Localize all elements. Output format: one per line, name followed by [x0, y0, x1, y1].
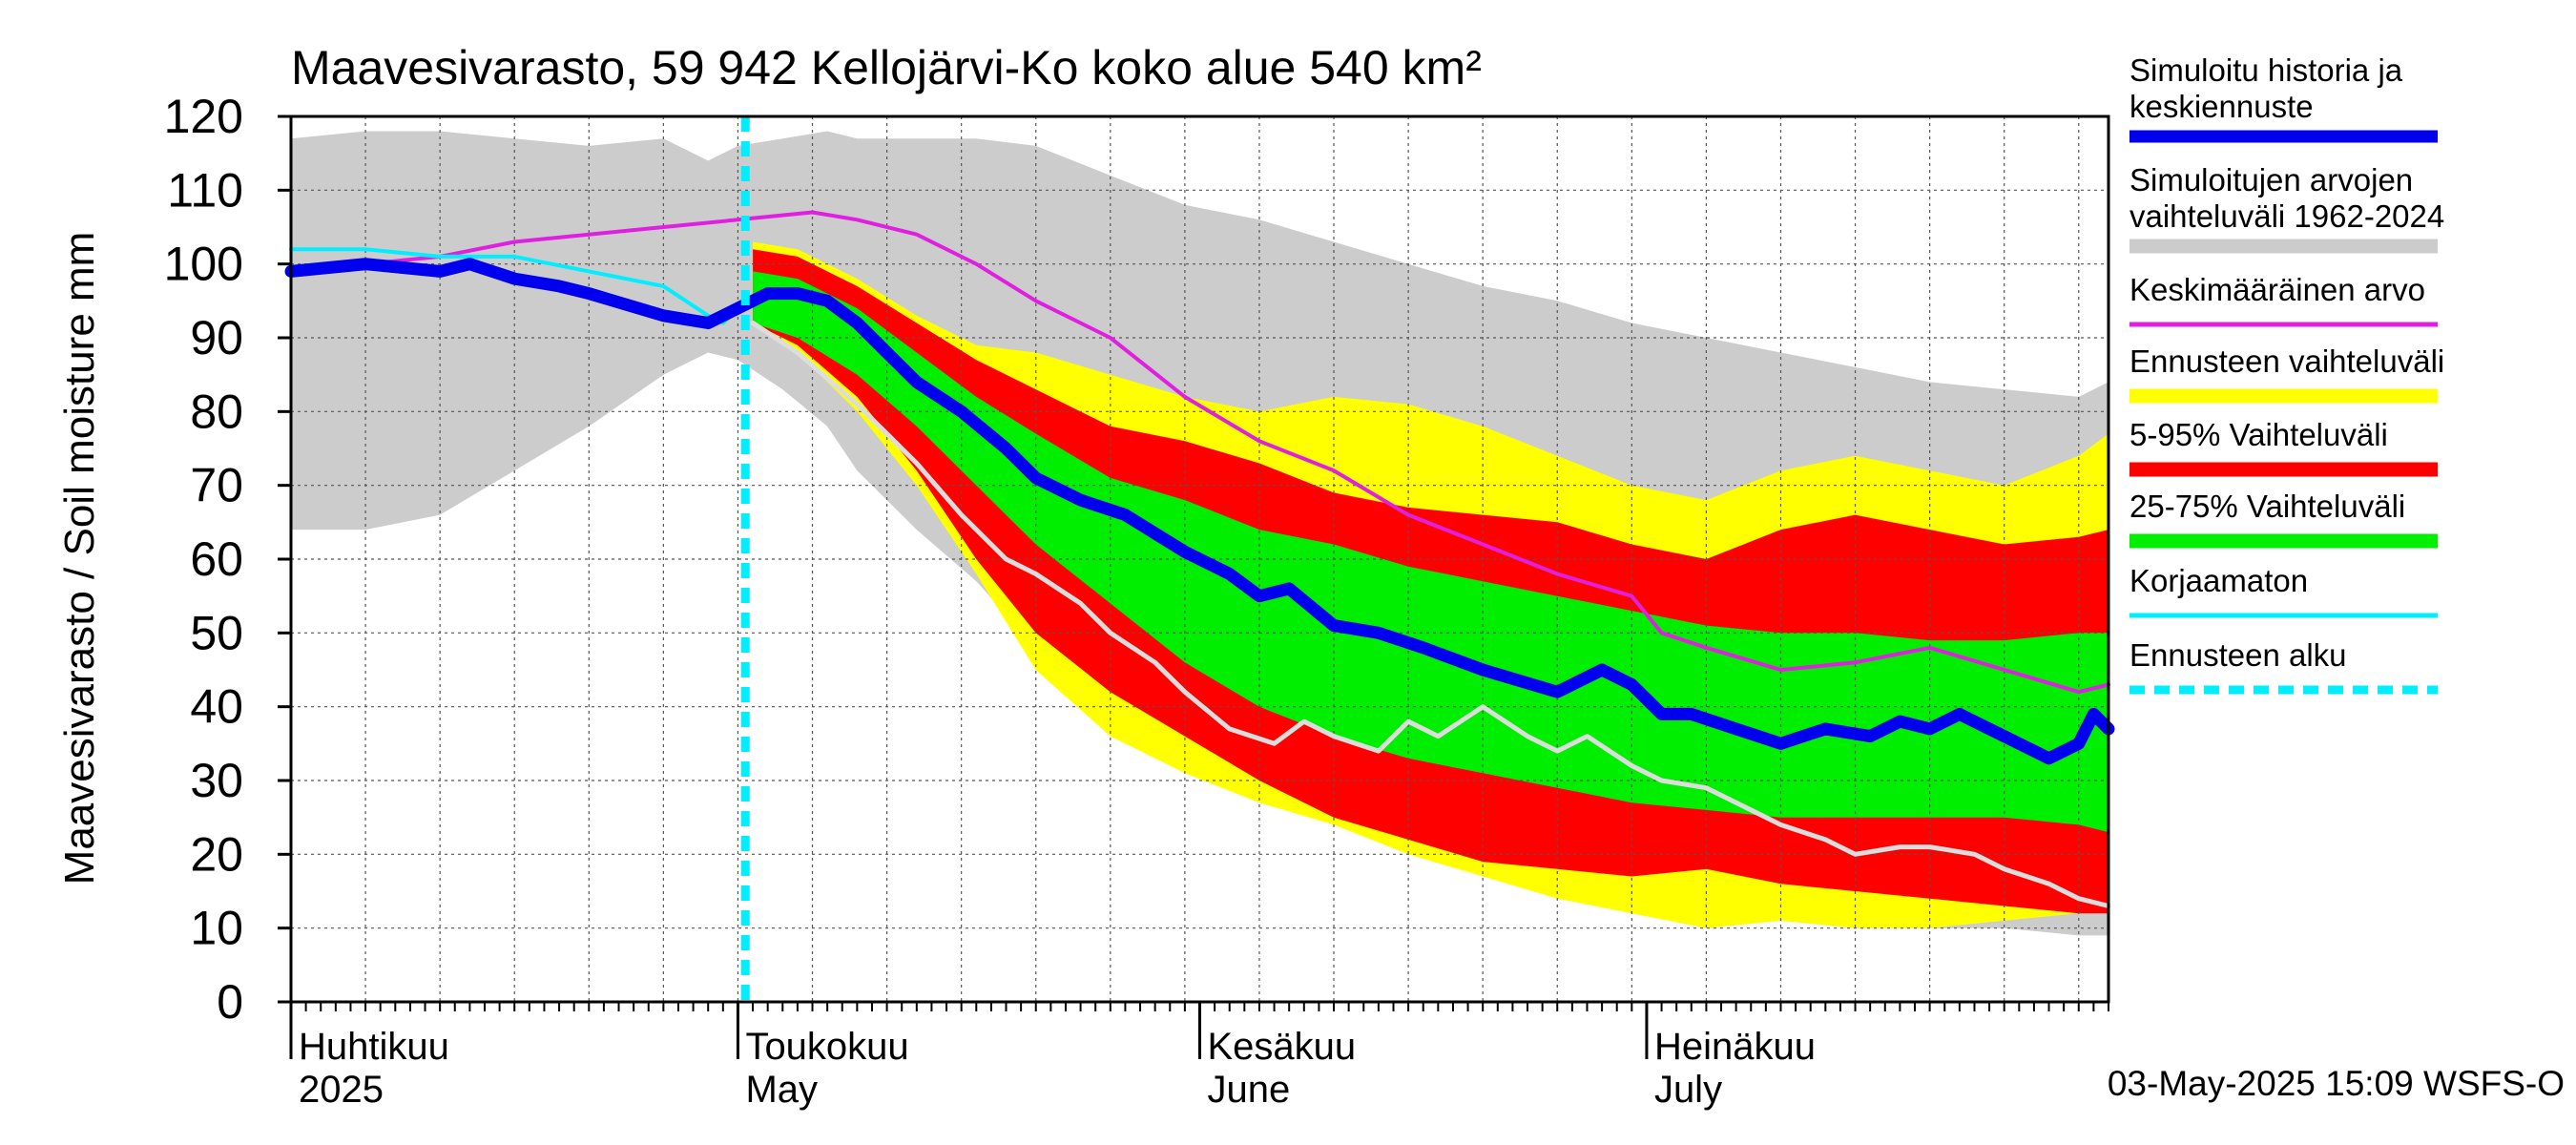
month-label-en: 2025 [299, 1069, 384, 1111]
legend-label: 25-75% Vaihteluväli [2129, 489, 2405, 524]
y-tick-label: 80 [190, 385, 243, 438]
timestamp-footer: 03-May-2025 15:09 WSFS-O [2108, 1064, 2565, 1103]
legend-label: Korjaamaton [2129, 563, 2308, 598]
range-25-75-band [753, 271, 2109, 833]
month-label-fi: Kesäkuu [1208, 1026, 1357, 1068]
month-label-en: June [1208, 1069, 1291, 1111]
reference-line [750, 321, 2111, 908]
y-tick-label: 50 [190, 606, 243, 659]
y-tick-label: 10 [190, 902, 243, 955]
chart-title: Maavesivarasto, 59 942 Kellojärvi-Ko kok… [291, 41, 1482, 94]
month-label-fi: Heinäkuu [1654, 1026, 1816, 1068]
month-label-en: May [745, 1069, 818, 1111]
y-tick-label: 20 [190, 827, 243, 881]
legend-label: 5-95% Vaihteluväli [2129, 417, 2388, 452]
y-axis-label: Maavesivarasto / Soil moisture mm [56, 232, 103, 885]
y-tick-label: 110 [167, 163, 243, 217]
legend-label: keskiennuste [2129, 89, 2314, 124]
legend-label: Keskimääräinen arvo [2129, 272, 2425, 307]
month-label-en: July [1654, 1069, 1722, 1111]
plot-area: 0 10 20 30 40 50 60 70 80 90 100 110 120 Huhtikuu2025… [164, 90, 2115, 1111]
month-label-fi: Toukokuu [745, 1026, 908, 1068]
y-tick-label: 70 [190, 459, 243, 512]
y-tick-label: 0 [217, 975, 243, 1029]
legend-label: vaihteluväli 1962-2024 [2129, 198, 2444, 234]
median-forecast-line [284, 258, 2115, 765]
y-tick-label: 30 [190, 754, 243, 807]
month-label-fi: Huhtikuu [299, 1026, 449, 1068]
legend-label: Simuloitu historia ja [2129, 52, 2403, 88]
y-tick-label: 60 [190, 532, 243, 586]
y-tick-label: 120 [164, 90, 243, 143]
y-tick-label: 90 [190, 311, 243, 364]
legend-label: Ennusteen alku [2129, 637, 2347, 673]
y-tick-label: 100 [164, 238, 243, 291]
legend-label: Simuloitujen arvojen [2129, 162, 2413, 198]
legend-label: Ennusteen vaihteluväli [2129, 344, 2444, 379]
mean-line [289, 210, 2110, 695]
y-tick-label: 40 [190, 680, 243, 734]
